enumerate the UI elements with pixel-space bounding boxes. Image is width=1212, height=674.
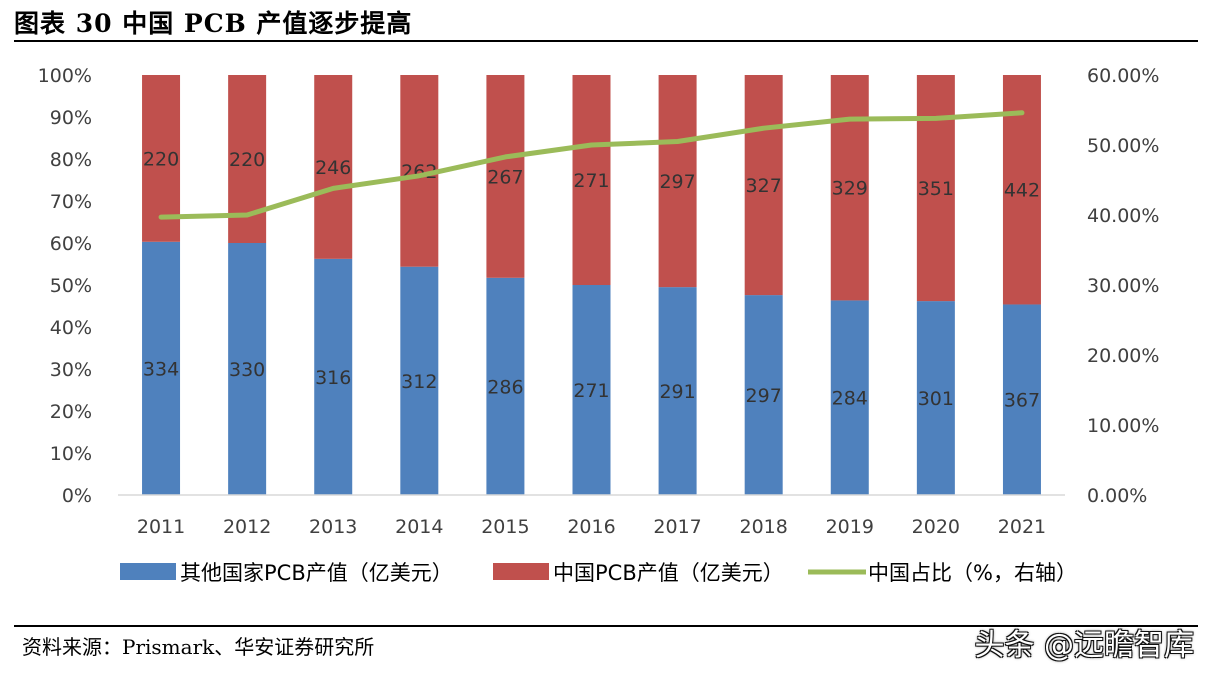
label-china-2013: 246 — [315, 157, 351, 179]
left-tick-label: 60% — [50, 233, 92, 255]
left-tick-label: 30% — [50, 359, 92, 381]
left-tick-label: 90% — [50, 107, 92, 129]
right-axis-ticks: 0.00% 10.00% 20.00% 30.00% 40.00% 50.00% 60.00… — [1087, 65, 1159, 507]
right-tick-label: 40.00% — [1087, 205, 1159, 227]
right-tick-label: 60.00% — [1087, 65, 1159, 87]
bar-other-2018 — [744, 295, 783, 495]
left-tick-label: 100% — [38, 65, 92, 87]
bar-other-2020 — [916, 301, 955, 495]
x-tick-label: 2015 — [481, 516, 529, 538]
bar-other-2013 — [314, 258, 353, 495]
bar-china-2020 — [916, 75, 955, 302]
left-tick-label: 50% — [50, 275, 92, 297]
x-tick-label: 2014 — [395, 516, 443, 538]
label-other-2012: 330 — [229, 359, 265, 381]
source-note: 资料来源：Prismark、华安证券研究所 — [22, 635, 375, 659]
label-china-2021: 442 — [1004, 180, 1040, 202]
x-tick-label: 2013 — [309, 516, 357, 538]
bar-other-2012 — [228, 243, 267, 495]
legend-label-1: 中国PCB产值（亿美元） — [553, 561, 784, 585]
bars — [142, 75, 1041, 495]
share-line — [158, 110, 1025, 220]
right-tick-label: 10.00% — [1087, 415, 1159, 437]
bottom-rule — [14, 625, 1198, 627]
figure-title: 图表 30 中国 PCB 产值逐步提高 — [14, 9, 413, 38]
bar-china-2016 — [572, 75, 611, 285]
label-china-2015: 267 — [487, 166, 523, 188]
left-tick-label: 0% — [62, 485, 92, 507]
label-china-2020: 351 — [918, 178, 954, 200]
share-line-path — [158, 110, 1025, 220]
label-other-2016: 271 — [573, 380, 609, 402]
legend-label-0: 其他国家PCB产值（亿美元） — [180, 561, 453, 585]
label-other-2017: 291 — [659, 381, 695, 403]
x-tick-label: 2021 — [998, 516, 1046, 538]
right-tick-label: 50.00% — [1087, 135, 1159, 157]
label-other-2020: 301 — [918, 388, 954, 410]
x-tick-label: 2020 — [912, 516, 960, 538]
label-other-2018: 297 — [746, 385, 782, 407]
right-tick-label: 20.00% — [1087, 345, 1159, 367]
bar-other-2011 — [142, 241, 181, 495]
bar-other-2015 — [486, 277, 525, 495]
label-china-2011: 220 — [143, 148, 179, 170]
bar-china-2015 — [486, 75, 525, 278]
legend-label-2: 中国占比（%，右轴） — [868, 561, 1077, 585]
bar-other-2017 — [658, 287, 697, 495]
bar-china-2013 — [314, 75, 353, 259]
label-china-2018: 327 — [746, 175, 782, 197]
right-tick-label: 30.00% — [1087, 275, 1159, 297]
left-axis-ticks: 0% 10% 20% 30% 40% 50% 60% 70% 80% 90% 100% — [38, 65, 92, 507]
label-china-2012: 220 — [229, 149, 265, 171]
bar-china-2011 — [142, 75, 181, 242]
chart: 0% 10% 20% 30% 40% 50% 60% 70% 80% 90% 100% 0.00% 1… — [38, 65, 1160, 585]
right-tick-label: 0.00% — [1087, 485, 1147, 507]
label-other-2011: 334 — [143, 358, 179, 380]
label-china-2017: 297 — [659, 171, 695, 193]
bar-other-2016 — [572, 285, 611, 495]
bar-other-2021 — [1002, 304, 1041, 495]
left-tick-label: 70% — [50, 191, 92, 213]
bar-china-2017 — [658, 75, 697, 288]
left-tick-label: 40% — [50, 317, 92, 339]
left-tick-label: 10% — [50, 443, 92, 465]
bar-labels: 3342203302203162463122622862672712712912… — [143, 148, 1040, 411]
label-other-2013: 316 — [315, 367, 351, 389]
legend-swatch-1 — [493, 563, 549, 580]
left-tick-label: 20% — [50, 401, 92, 423]
label-china-2019: 329 — [832, 178, 868, 200]
label-other-2021: 367 — [1004, 390, 1040, 412]
legend: 其他国家PCB产值（亿美元） 中国PCB产值（亿美元） 中国占比（%，右轴） — [120, 561, 1077, 585]
x-axis-ticks: 2011 2012 2013 2014 2015 2016 2017 2018 2019 2020… — [137, 516, 1046, 538]
label-other-2019: 284 — [832, 388, 868, 410]
label-other-2015: 286 — [487, 376, 523, 398]
bar-china-2018 — [744, 75, 783, 296]
x-tick-label: 2017 — [653, 516, 701, 538]
x-tick-label: 2011 — [137, 516, 185, 538]
watermark: 头条 @远瞻智库 — [974, 628, 1194, 663]
label-china-2016: 271 — [573, 170, 609, 192]
x-tick-label: 2016 — [567, 516, 615, 538]
bar-other-2014 — [400, 266, 439, 495]
label-other-2014: 312 — [401, 371, 437, 393]
bar-other-2019 — [830, 300, 869, 495]
bar-china-2019 — [830, 75, 869, 301]
top-rule — [14, 40, 1198, 42]
legend-swatch-0 — [120, 563, 176, 580]
x-tick-label: 2012 — [223, 516, 271, 538]
x-tick-label: 2019 — [826, 516, 874, 538]
left-tick-label: 80% — [50, 149, 92, 171]
x-tick-label: 2018 — [740, 516, 788, 538]
